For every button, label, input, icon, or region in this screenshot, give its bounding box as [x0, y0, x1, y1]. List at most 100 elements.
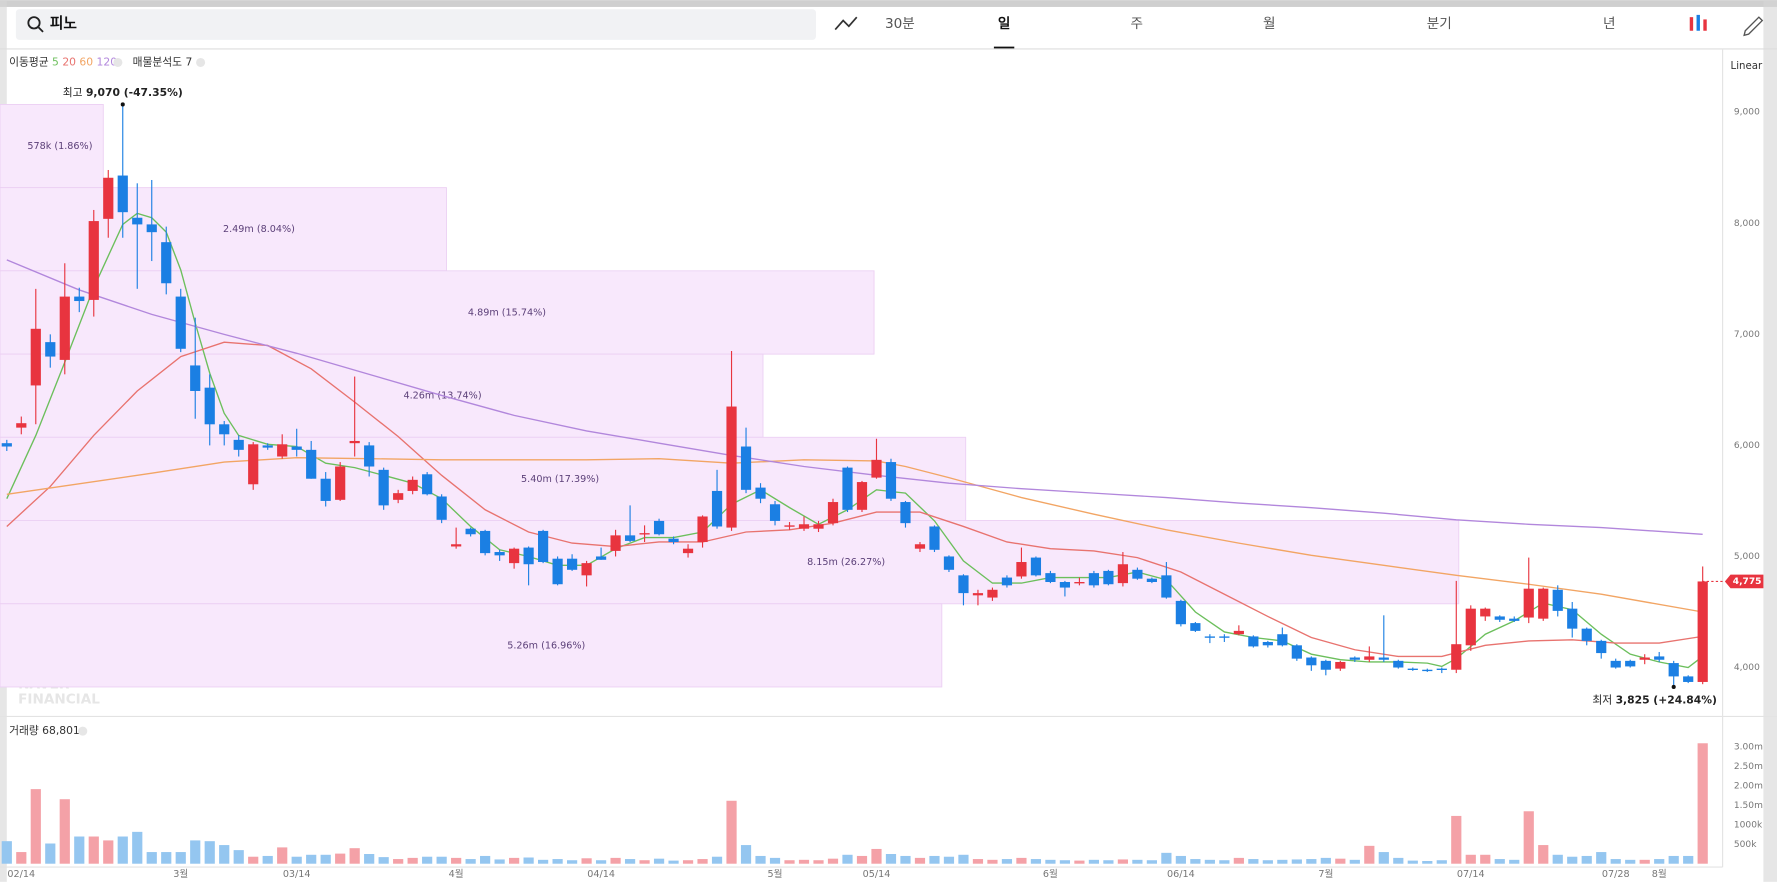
- legend-close[interactable]: [196, 57, 206, 68]
- candle-icon[interactable]: [1696, 14, 1700, 31]
- volume-bar: [697, 859, 708, 864]
- volume-bar: [320, 854, 331, 864]
- volume-bar: [349, 848, 360, 864]
- candle-body: [74, 296, 85, 302]
- legend-close[interactable]: [113, 57, 123, 68]
- volume-bar: [30, 789, 41, 864]
- draw-icon[interactable]: [1743, 16, 1764, 37]
- candle-body: [451, 544, 462, 547]
- volume-bar: [1407, 860, 1418, 864]
- volume-bar: [610, 857, 621, 864]
- volume-tick-label: 2.00m: [1734, 782, 1763, 792]
- volume-bar: [219, 845, 230, 864]
- volume-bar: [277, 847, 288, 864]
- candle-body: [929, 526, 940, 550]
- tab[interactable]: 분기: [1427, 16, 1452, 32]
- x-tick-label: 07/28: [1602, 869, 1630, 880]
- candle-body: [1552, 589, 1563, 611]
- candle-body: [1625, 660, 1636, 667]
- volume-bar: [117, 836, 128, 864]
- tab[interactable]: 일: [998, 16, 1011, 32]
- candle-body: [494, 552, 505, 556]
- volume-bar: [262, 855, 273, 864]
- candle-body: [1001, 577, 1013, 586]
- candle-body: [1335, 661, 1346, 669]
- legend-close[interactable]: [78, 726, 88, 736]
- candle-body: [1523, 588, 1534, 618]
- volume-bar: [1567, 856, 1578, 864]
- candle-body: [45, 342, 56, 357]
- volume-legend: 거래량 68,801: [9, 724, 80, 737]
- candle-body: [1683, 676, 1694, 682]
- volume-bar: [943, 856, 955, 864]
- candle-body: [465, 528, 476, 535]
- volume-bar: [1494, 859, 1505, 864]
- x-tick-label: 4월: [449, 868, 464, 880]
- tab[interactable]: 30분: [885, 16, 915, 32]
- volume-bar: [1668, 855, 1679, 864]
- candle-body: [639, 533, 650, 535]
- candle-body: [422, 474, 433, 495]
- candle-body: [204, 387, 215, 425]
- volume-bar: [1538, 845, 1549, 864]
- volume-bar: [1509, 859, 1520, 864]
- volume-bar: [451, 857, 462, 864]
- candle-body: [1610, 660, 1621, 668]
- volume-bar: [1639, 859, 1650, 864]
- volume-bar: [1552, 854, 1563, 864]
- profile-label: 2.49m (8.04%): [223, 224, 295, 235]
- tab[interactable]: 주: [1130, 16, 1143, 32]
- chart-type-icon[interactable]: [834, 16, 858, 31]
- volume-bar: [480, 855, 491, 864]
- search-text[interactable]: 피노: [50, 15, 78, 32]
- candle-icon[interactable]: [1689, 17, 1694, 31]
- candle-body: [117, 175, 128, 213]
- x-tick-label: 07/14: [1457, 869, 1485, 880]
- volume-bar: [233, 850, 244, 864]
- volume-bar: [1654, 859, 1665, 864]
- candle-body: [1248, 636, 1259, 647]
- search-box[interactable]: [15, 9, 816, 40]
- volume-bar: [1161, 852, 1172, 864]
- volume-bar: [987, 859, 998, 864]
- candle-body: [1538, 588, 1549, 619]
- volume-bar: [900, 855, 911, 864]
- volume-bar: [784, 860, 795, 864]
- volume-bar: [639, 860, 650, 864]
- extreme-dot: [1671, 684, 1676, 689]
- volume-bar: [1103, 860, 1114, 864]
- plot: NAVERFINANCIAL578k (1.86%)2.49m (8.04%)4…: [0, 55, 1764, 880]
- volume-bar: [813, 860, 824, 864]
- candle-body: [595, 556, 607, 560]
- profile-legend: 매물분석도 7: [133, 55, 193, 68]
- profile-label: 578k (1.86%): [27, 141, 92, 152]
- volume-bar: [842, 854, 853, 864]
- candle-body: [1146, 578, 1157, 583]
- candle-body: [740, 446, 752, 490]
- tab[interactable]: 년: [1603, 16, 1616, 32]
- candle-body: [349, 440, 360, 444]
- volume-bar: [624, 859, 636, 864]
- volume-bar: [653, 858, 665, 864]
- volume-bar: [1277, 859, 1288, 864]
- tab[interactable]: 월: [1263, 16, 1275, 32]
- candle-icon[interactable]: [1703, 19, 1707, 31]
- candle-body: [103, 177, 114, 219]
- last-price-label: 4,775: [1733, 577, 1762, 587]
- volume-bar: [856, 855, 868, 864]
- ma-legend: 이동평균 5 20 60 120: [9, 55, 117, 68]
- x-tick-label: 05/14: [863, 869, 891, 880]
- candle-body: [1306, 657, 1317, 666]
- candle-body: [856, 482, 868, 510]
- candle-body: [610, 535, 621, 551]
- volume-bar: [581, 858, 592, 864]
- candle-body: [1465, 608, 1476, 646]
- candle-body: [132, 217, 143, 225]
- candle-body: [581, 563, 592, 576]
- candle-body: [1204, 636, 1215, 638]
- volume-bar: [161, 852, 172, 864]
- scale-label[interactable]: Linear: [1731, 61, 1763, 72]
- volume-bar: [306, 854, 317, 864]
